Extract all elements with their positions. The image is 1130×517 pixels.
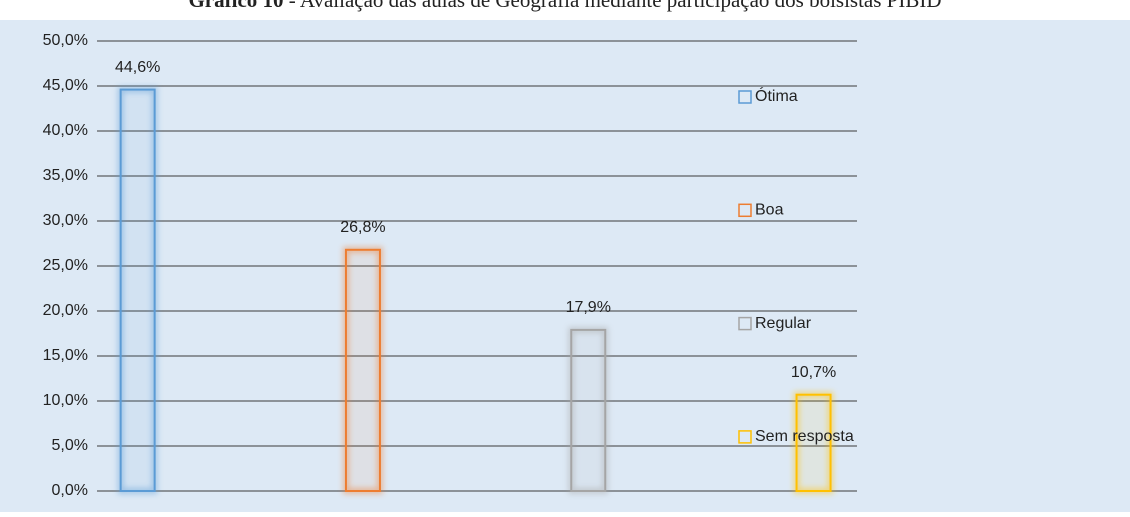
legend-swatch (738, 316, 752, 331)
legend-label: Boa (755, 202, 784, 219)
y-tick-label: 15,0% (43, 347, 88, 364)
data-label: 44,6% (115, 59, 160, 76)
title-text: - Avaliação das aulas de Geografia media… (289, 0, 942, 12)
y-tick-label: 35,0% (43, 167, 88, 184)
bar (795, 393, 832, 493)
chart-title: Gráfico 10 - Avaliação das aulas de Geog… (188, 0, 941, 12)
legend-swatch (738, 430, 752, 444)
legend-swatch (738, 90, 752, 104)
data-label: 26,8% (340, 219, 385, 236)
legend-label: Sem resposta (755, 428, 854, 445)
y-tick-label: 45,0% (43, 77, 88, 94)
bar (119, 88, 156, 492)
legend-swatch (738, 203, 752, 218)
y-tick-label: 30,0% (43, 212, 88, 229)
y-tick-label: 0,0% (52, 482, 88, 499)
y-tick-label: 10,0% (43, 392, 88, 409)
title-prefix: Gráfico 10 (188, 0, 283, 12)
bar (570, 328, 607, 492)
data-label: 10,7% (791, 364, 836, 381)
y-tick-label: 20,0% (43, 302, 88, 319)
y-tick-label: 50,0% (43, 32, 88, 49)
y-tick-label: 5,0% (52, 437, 88, 454)
bar (344, 248, 381, 492)
legend-label: Regular (755, 315, 812, 332)
y-tick-label: 40,0% (43, 122, 88, 139)
y-tick-label: 25,0% (43, 257, 88, 274)
data-label: 17,9% (566, 299, 611, 316)
legend-label: Ótima (755, 86, 798, 105)
